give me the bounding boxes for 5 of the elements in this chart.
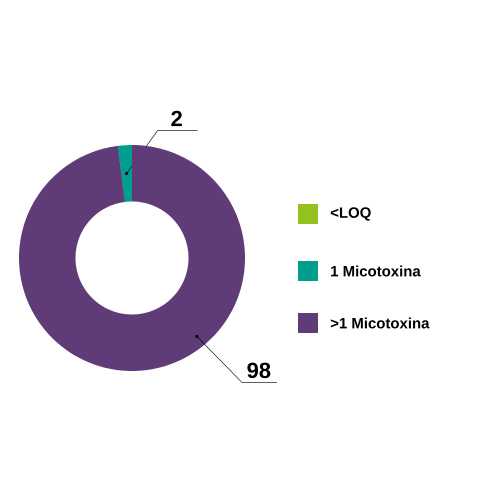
legend-label: <LOQ — [330, 207, 371, 221]
legend-label: >1 Micotoxina — [330, 318, 430, 328]
legend-label: 1 Micotoxina — [331, 266, 421, 276]
data-label: 2 — [171, 110, 182, 126]
data-label: 98 — [247, 362, 270, 378]
